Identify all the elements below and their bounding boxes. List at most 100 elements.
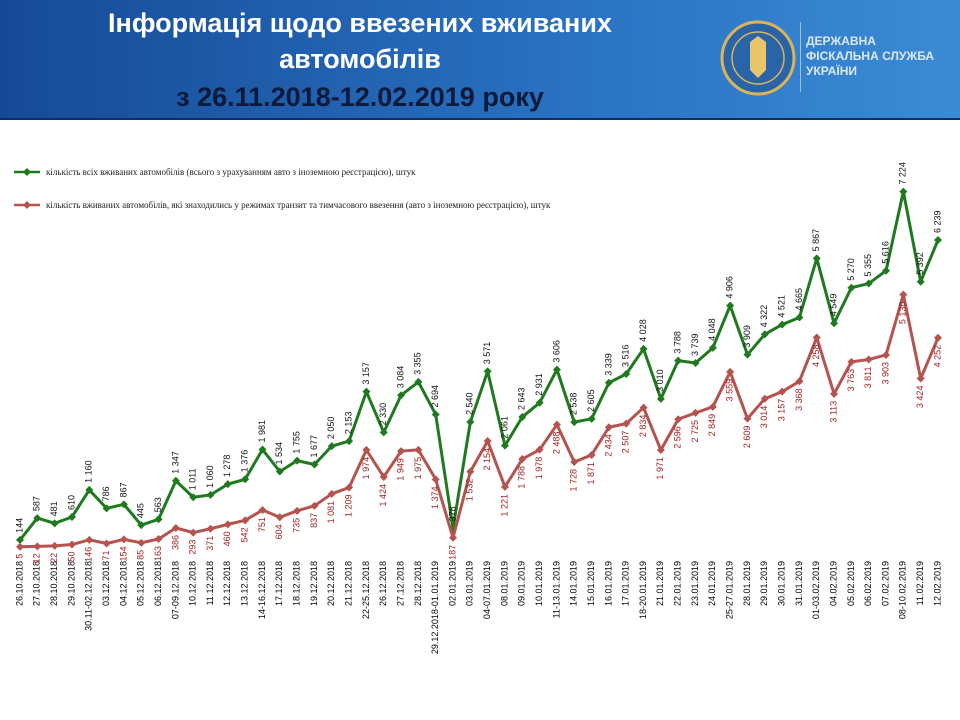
x-tick-label: 29.12.2018-01.01.2019: [430, 561, 440, 654]
point: [622, 419, 631, 428]
point: [882, 350, 891, 359]
point: [345, 483, 354, 492]
x-tick-label: 18-20.01.2019: [638, 561, 648, 619]
point: [137, 521, 146, 530]
data-label: 1 278: [222, 455, 232, 478]
point: [916, 277, 925, 286]
x-tick-label: 08.01.2019: [499, 561, 509, 606]
data-label: 22: [49, 553, 59, 563]
point: [812, 254, 821, 263]
point: [743, 350, 752, 359]
x-tick-label: 07-09.12.2018: [170, 561, 180, 619]
point: [137, 538, 146, 547]
x-tick-label: 09.01.2019: [517, 561, 527, 606]
point: [414, 445, 423, 454]
data-label: 293: [188, 540, 198, 555]
data-label: 1 060: [205, 465, 215, 488]
x-tick-label: 28.12.2018: [413, 561, 423, 606]
data-label: 3 811: [863, 366, 873, 388]
data-label: 5 867: [811, 229, 821, 252]
data-label: 481: [49, 501, 59, 516]
chart: кількість всіх вживаних автомобілів (всь…: [14, 162, 942, 654]
point: [67, 512, 76, 521]
data-label: 2 050: [326, 417, 336, 440]
brand-line: ФІСКАЛЬНА СЛУЖБА: [806, 49, 935, 63]
data-label: 2 507: [621, 431, 631, 454]
x-tick-label: 14.01.2019: [569, 561, 579, 606]
x-tick-label: 05.12.2018: [136, 561, 146, 606]
data-label: 2 643: [517, 387, 527, 410]
point: [812, 333, 821, 342]
data-label: 604: [274, 524, 284, 539]
point: [518, 455, 527, 464]
data-label: 4 521: [776, 295, 786, 318]
data-label: 1 978: [534, 457, 544, 480]
data-label: 3 903: [880, 362, 890, 385]
data-label: 4 322: [759, 305, 769, 328]
data-label: 2 330: [378, 403, 388, 426]
point: [189, 528, 198, 537]
data-label: 867: [118, 482, 128, 497]
data-label: 3 113: [828, 401, 838, 423]
point: [85, 485, 94, 494]
series-line: [18, 190, 940, 541]
point: [154, 534, 163, 543]
point: [397, 391, 406, 400]
point: [656, 446, 665, 455]
data-label: 12: [32, 553, 42, 563]
data-label: 1 534: [274, 442, 284, 465]
point: [639, 344, 648, 353]
point: [379, 472, 388, 481]
data-label: 563: [153, 497, 163, 512]
legend-marker: [23, 201, 31, 209]
point: [397, 447, 406, 456]
data-label: 163: [153, 546, 163, 561]
point: [535, 445, 544, 454]
data-label: 2 061: [499, 416, 509, 439]
data-label: 85: [136, 550, 146, 560]
point: [293, 506, 302, 515]
data-label: 3 739: [690, 334, 700, 357]
point: [345, 437, 354, 446]
x-tick-label: 03.12.2018: [101, 561, 111, 606]
x-tick-label: 20.12.2018: [326, 561, 336, 606]
point: [275, 467, 284, 476]
data-label: 786: [101, 486, 111, 501]
data-label: 3 788: [673, 331, 683, 354]
data-label: 1 755: [292, 431, 302, 454]
x-tick-label: 30.01.2019: [776, 561, 786, 606]
data-label: 3 084: [395, 366, 405, 389]
data-label: 1 081: [326, 501, 336, 524]
point: [154, 515, 163, 524]
data-label: 1 376: [240, 450, 250, 473]
x-tick-label: 04-07.01.2019: [482, 561, 492, 619]
point: [275, 513, 284, 522]
data-label: 1 975: [413, 457, 423, 480]
point: [483, 367, 492, 376]
data-label: 5 616: [880, 241, 890, 264]
data-label: 1 424: [378, 484, 388, 507]
point: [518, 412, 527, 421]
data-label: 3 606: [551, 340, 561, 363]
point: [431, 410, 440, 419]
data-label: 1 532: [465, 479, 475, 502]
point: [882, 266, 891, 275]
data-label: 445: [136, 503, 146, 518]
point: [708, 343, 717, 352]
x-tick-label: 14-16.12.2018: [257, 561, 267, 619]
point: [258, 445, 267, 454]
data-label: 3 339: [603, 353, 613, 376]
x-tick-label: 06.02.2019: [863, 561, 873, 606]
data-label: 1 160: [84, 460, 94, 483]
point: [778, 320, 787, 329]
point: [449, 533, 458, 542]
point: [726, 367, 735, 376]
point: [189, 493, 198, 502]
x-tick-label: 13.12.2018: [240, 561, 250, 606]
point: [258, 506, 267, 515]
point: [16, 542, 24, 551]
point: [674, 356, 683, 365]
point: [67, 540, 76, 549]
x-tick-label: 04.02.2019: [828, 561, 838, 606]
data-label: 1 981: [257, 420, 267, 443]
